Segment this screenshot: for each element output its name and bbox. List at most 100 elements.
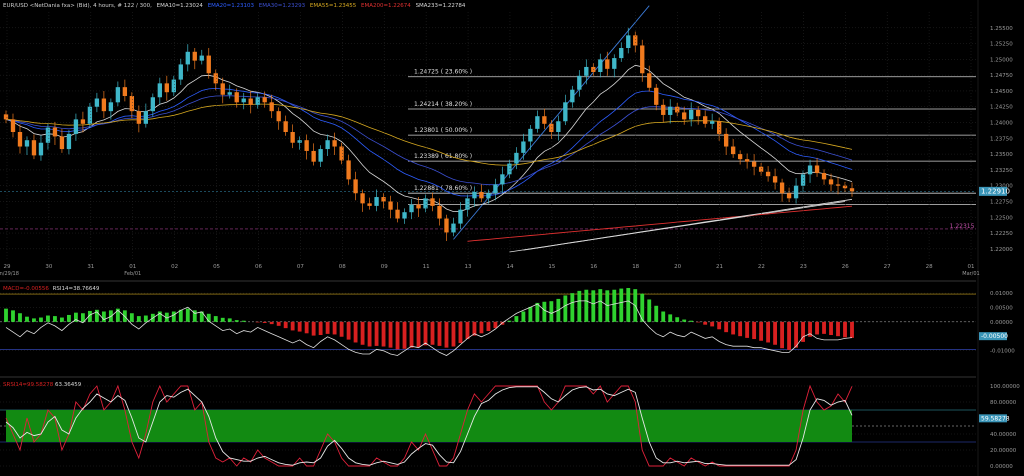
- candle[interactable]: [668, 99, 673, 124]
- candle[interactable]: [178, 58, 183, 85]
- candle[interactable]: [709, 113, 715, 130]
- candle[interactable]: [241, 92, 246, 110]
- candle[interactable]: [164, 75, 169, 101]
- candle[interactable]: [87, 102, 93, 128]
- candle[interactable]: [828, 173, 834, 192]
- candle[interactable]: [647, 65, 652, 92]
- candle[interactable]: [311, 143, 316, 166]
- candle[interactable]: [703, 110, 708, 128]
- candle[interactable]: [10, 113, 16, 138]
- candle[interactable]: [556, 115, 561, 141]
- candle[interactable]: [136, 105, 142, 133]
- candle[interactable]: [143, 103, 149, 128]
- candle[interactable]: [318, 145, 323, 168]
- candle[interactable]: [45, 123, 51, 150]
- candle[interactable]: [430, 192, 435, 212]
- candle[interactable]: [199, 49, 204, 65]
- candle[interactable]: [325, 134, 330, 156]
- candle[interactable]: [255, 93, 260, 109]
- candle[interactable]: [458, 202, 463, 229]
- candle[interactable]: [633, 31, 638, 53]
- candle[interactable]: [786, 187, 792, 203]
- candle[interactable]: [122, 79, 128, 102]
- macd-pane[interactable]: 0.01000 0.00500 0.00000 -0.01000 -0.00500 M…: [0, 280, 1015, 356]
- candle[interactable]: [584, 59, 589, 85]
- candle[interactable]: [248, 90, 253, 114]
- candle[interactable]: [360, 189, 365, 212]
- candle[interactable]: [17, 124, 23, 154]
- candle[interactable]: [619, 42, 624, 62]
- candle[interactable]: [416, 197, 421, 217]
- candle[interactable]: [689, 102, 694, 127]
- candle[interactable]: [807, 159, 813, 183]
- candle[interactable]: [262, 91, 267, 108]
- candle[interactable]: [598, 53, 603, 78]
- candle[interactable]: [185, 44, 190, 72]
- candle[interactable]: [346, 154, 351, 185]
- candle[interactable]: [409, 198, 414, 220]
- candle[interactable]: [500, 166, 505, 193]
- candle[interactable]: [227, 84, 232, 99]
- candle[interactable]: [821, 169, 827, 185]
- candle[interactable]: [696, 106, 701, 125]
- candle[interactable]: [682, 106, 687, 125]
- candle[interactable]: [276, 107, 281, 130]
- candle[interactable]: [570, 85, 575, 108]
- candle[interactable]: [353, 171, 358, 201]
- candle[interactable]: [542, 108, 547, 130]
- candle[interactable]: [835, 176, 841, 195]
- candle[interactable]: [220, 77, 225, 104]
- candle[interactable]: [402, 208, 407, 224]
- candle[interactable]: [213, 69, 218, 91]
- candles[interactable]: [3, 27, 855, 241]
- candle[interactable]: [654, 84, 659, 111]
- candle[interactable]: [150, 93, 155, 117]
- candle[interactable]: [388, 195, 393, 219]
- candle[interactable]: [423, 194, 428, 213]
- candle[interactable]: [716, 117, 722, 141]
- candle[interactable]: [758, 162, 764, 176]
- candle[interactable]: [38, 135, 44, 161]
- candle[interactable]: [486, 189, 491, 204]
- candle[interactable]: [115, 81, 121, 107]
- candle[interactable]: [444, 214, 449, 241]
- candle[interactable]: [800, 170, 806, 193]
- candle[interactable]: [514, 147, 519, 169]
- candle[interactable]: [793, 178, 799, 204]
- candle[interactable]: [94, 92, 100, 113]
- candle[interactable]: [479, 184, 484, 203]
- candle[interactable]: [730, 138, 736, 158]
- candle[interactable]: [31, 134, 37, 160]
- candle[interactable]: [367, 197, 372, 210]
- candle[interactable]: [66, 130, 72, 155]
- candle[interactable]: [723, 128, 729, 156]
- candle[interactable]: [472, 186, 477, 207]
- candle[interactable]: [493, 178, 498, 201]
- candle[interactable]: [332, 132, 337, 156]
- stoch-pane[interactable]: 100.00000 80.00000 40.00000 20.00000 0.00000…: [0, 376, 1020, 470]
- candle[interactable]: [24, 136, 30, 156]
- candle[interactable]: [3, 110, 9, 124]
- candle[interactable]: [451, 217, 456, 237]
- candle[interactable]: [549, 120, 554, 139]
- candle[interactable]: [842, 181, 848, 192]
- candle[interactable]: [661, 99, 666, 122]
- candle[interactable]: [269, 94, 274, 119]
- candle[interactable]: [737, 150, 743, 165]
- candle[interactable]: [507, 159, 512, 179]
- candle[interactable]: [605, 51, 610, 76]
- candle[interactable]: [59, 128, 65, 153]
- candle[interactable]: [535, 110, 540, 133]
- candle[interactable]: [80, 111, 86, 133]
- candle[interactable]: [157, 77, 162, 105]
- candle[interactable]: [129, 92, 135, 119]
- candle[interactable]: [772, 168, 778, 190]
- candle[interactable]: [612, 54, 617, 78]
- candle[interactable]: [528, 125, 533, 150]
- candle[interactable]: [626, 27, 631, 54]
- candle[interactable]: [849, 182, 855, 197]
- candle[interactable]: [206, 48, 211, 79]
- candle[interactable]: [765, 166, 771, 182]
